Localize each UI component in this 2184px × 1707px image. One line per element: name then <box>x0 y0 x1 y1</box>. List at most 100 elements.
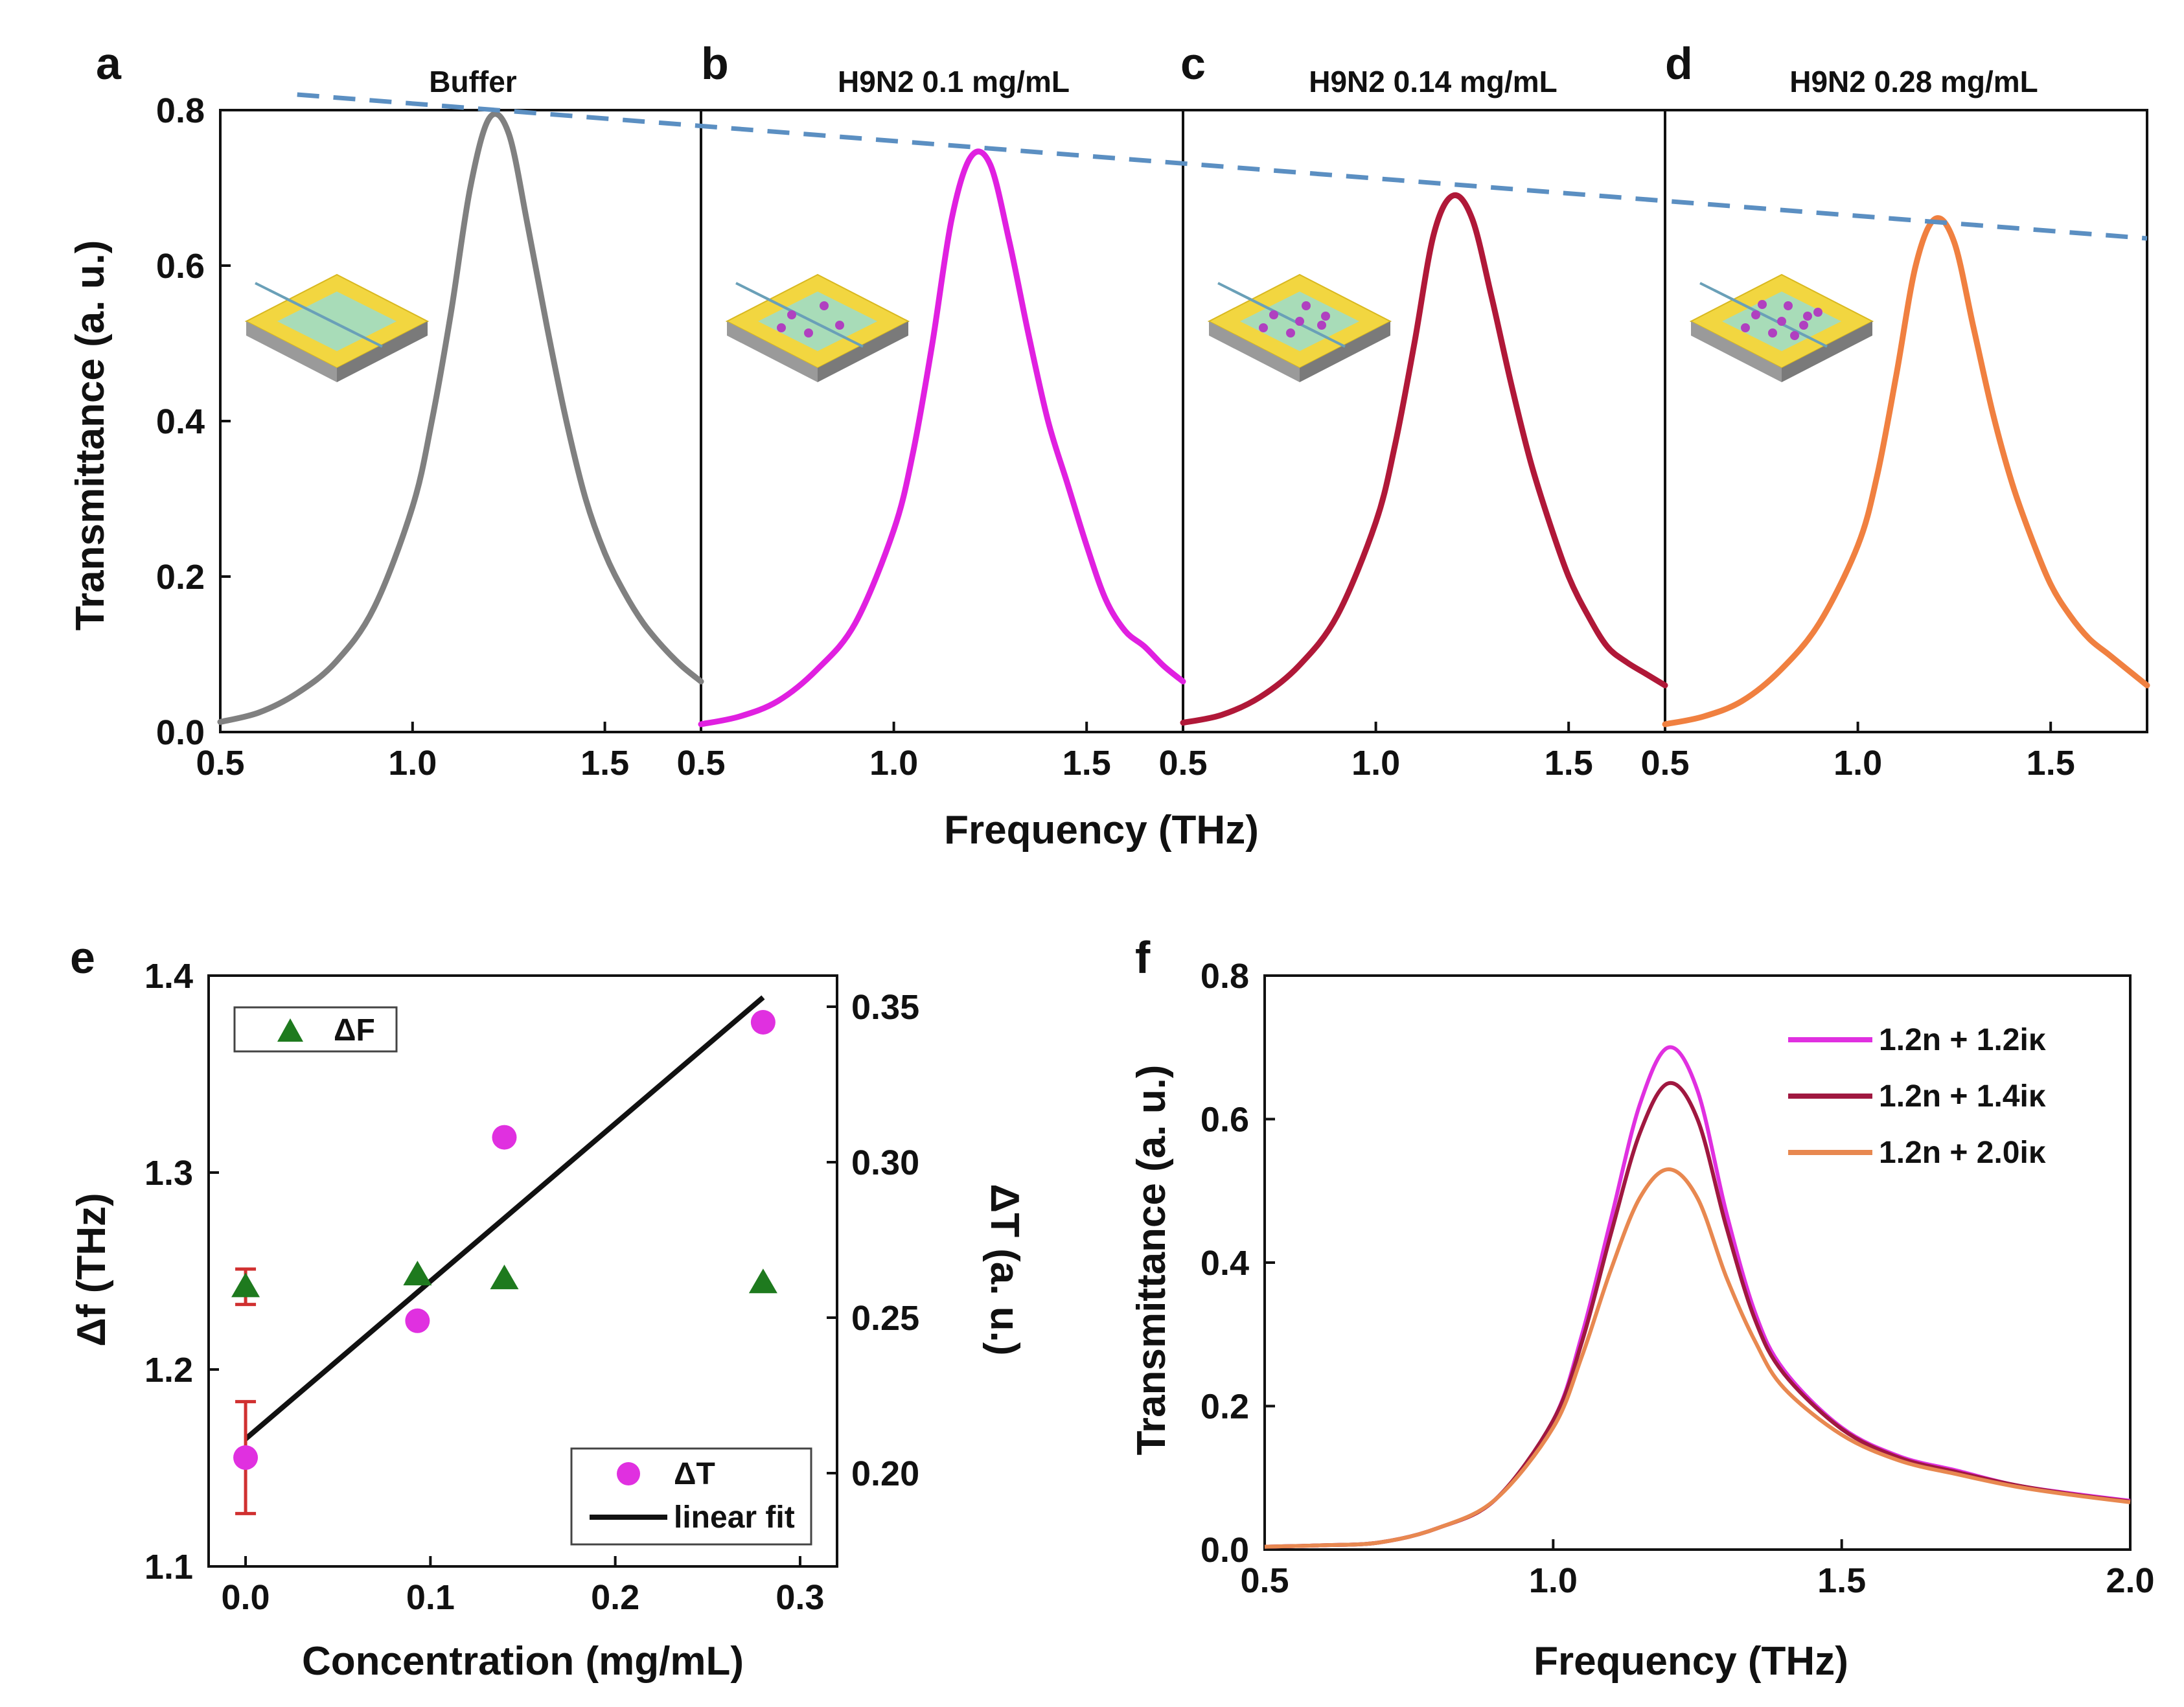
peak-trend-dashed-line <box>297 92 2148 241</box>
panel-c-title: H9N2 0.14 mg/mL <box>1309 65 1557 98</box>
panel-c-sensor-inset-virus-particle <box>1286 328 1295 338</box>
panel-d-sensor-inset-side-right <box>1782 321 1872 382</box>
panel-d-xtick-label-2: 1.5 <box>2027 744 2075 783</box>
panel-c-sensor-inset-virus-particle <box>1269 310 1278 319</box>
panel-e-right-ytick-label-1: 0.25 <box>851 1299 919 1338</box>
panel-f-ytick-label-4: 0.8 <box>1201 957 1249 996</box>
panel-a-xtick-label-0: 0.5 <box>196 744 244 783</box>
panel-e-legend-deltaF-label: ΔF <box>334 1013 375 1048</box>
panel-c-xtick-label-2: 1.5 <box>1545 744 1593 783</box>
panel-e-deltaF-point <box>490 1265 519 1290</box>
panel-e-legend-circle-marker <box>617 1462 640 1485</box>
panel-b-sensor-inset-virus-particle <box>787 310 796 319</box>
panel-a-sensor-inset-side-left <box>246 321 337 382</box>
panel-e-legend-triangle-marker <box>277 1018 303 1042</box>
panel-b-sensor-inset-virus-particle <box>777 323 786 332</box>
panel-e-deltaF-point <box>231 1272 260 1298</box>
panel-f-xtick-label-2: 1.5 <box>1817 1561 1866 1600</box>
panel-a-sensor-inset-resonator-bar <box>340 325 383 348</box>
panel-a-xtick-label-1: 1.0 <box>388 744 437 783</box>
panel-d-sensor-inset-virus-particle <box>1790 331 1799 340</box>
panel-f-legend-label-3: 1.2n + 2.0iκ <box>1879 1136 2046 1170</box>
panel-b-sensor-inset-virus-particle <box>804 328 813 338</box>
panel-a-sensor-inset-side-right <box>337 321 428 382</box>
panel-a-title: Buffer <box>429 65 517 98</box>
panel-e-y-axis-label: Δf (THz) <box>69 1193 114 1346</box>
panel-c-sensor-inset-side-left <box>1209 321 1300 382</box>
panel-f-legend-label-1: 1.2n + 1.2iκ <box>1879 1023 2046 1057</box>
panel-c-sensor-inset-virus-particle <box>1317 321 1326 330</box>
panel-f-ytick-label-2: 0.4 <box>1201 1244 1249 1283</box>
panel-d-sensor-inset-side-left <box>1691 321 1782 382</box>
panel-a-sensor-inset <box>244 273 430 382</box>
panel-c-sensor-inset-virus-particle <box>1302 301 1311 310</box>
panel-e-deltaT-point <box>405 1308 430 1333</box>
panel-e-linear-fit-line <box>244 995 765 1441</box>
panel-e-right-ytick-label-2: 0.30 <box>851 1143 919 1182</box>
panel-e-legend-top-box <box>233 1006 398 1053</box>
panel-label-f: f <box>1135 932 1151 983</box>
panel-f-xtick-label-1: 1.0 <box>1529 1561 1578 1600</box>
panel-c-sensor-inset-side-right <box>1300 321 1390 382</box>
panel-e-xtick-label-0: 0.0 <box>222 1578 270 1617</box>
panel-e-deltaT-point <box>750 1010 776 1035</box>
panel-label-d: d <box>1665 38 1693 89</box>
panel-label-e: e <box>70 932 95 983</box>
panel-a-sensor-inset-sensor-area <box>277 292 397 351</box>
panel-a-ytick-label-0: 0.0 <box>156 713 205 752</box>
panel-d-sensor-inset-virus-particle <box>1803 312 1812 321</box>
panel-e-ytick-label-3: 1.4 <box>144 957 193 996</box>
panel-b-sensor-inset <box>725 273 910 382</box>
panel-label-b: b <box>701 38 729 89</box>
panel-a-frame <box>219 109 702 733</box>
panel-d-sensor-inset-virus-particle <box>1768 328 1777 338</box>
panel-c-sensor-inset-virus-particle <box>1321 312 1330 321</box>
panel-f-xtick-label-0: 0.5 <box>1240 1561 1289 1600</box>
panel-d-xtick-label-0: 0.5 <box>1640 744 1689 783</box>
panel-e-deltaF-point <box>403 1261 432 1286</box>
top-y-axis-label: Transmittance (a. u.) <box>68 240 113 631</box>
panel-a-series-line <box>217 111 704 725</box>
panel-e-right-ytick-label-3: 0.35 <box>851 988 919 1027</box>
panel-c-sensor-inset <box>1207 273 1392 382</box>
panel-e-deltaF-point <box>748 1268 777 1294</box>
panel-e-ytick-label-2: 1.3 <box>144 1154 193 1193</box>
panel-e-deltaT-point <box>233 1445 259 1470</box>
panel-c-sensor-inset-virus-particle <box>1259 323 1268 332</box>
panel-d-sensor-inset-virus-particle <box>1799 321 1808 330</box>
panel-b-title: H9N2 0.1 mg/mL <box>838 65 1070 98</box>
top-x-axis-label: Frequency (THz) <box>944 808 1259 853</box>
panel-b-frame <box>700 109 1184 733</box>
panel-e-deltaT-point <box>492 1125 517 1150</box>
panel-e-right-y-axis-label: ΔT (a. u.) <box>982 1184 1027 1356</box>
panel-f-ytick-label-0: 0.0 <box>1201 1531 1249 1570</box>
panel-c-series-line <box>1180 192 1668 726</box>
panel-d-xtick-label-1: 1.0 <box>1833 744 1882 783</box>
panel-d-sensor-inset-virus-particle <box>1758 300 1767 309</box>
panel-b-sensor-inset-side-left <box>727 321 818 382</box>
panel-d-frame <box>1664 109 2148 733</box>
panel-f-x-axis-label: Frequency (THz) <box>1534 1639 1848 1684</box>
panel-c-sensor-inset-virus-particle <box>1295 317 1304 326</box>
panel-label-a: a <box>96 38 122 89</box>
panel-d-sensor-inset-virus-particle <box>1751 310 1760 319</box>
panel-d-sensor-inset-virus-particle <box>1784 301 1793 310</box>
panel-e-legend-fit-label: linear fit <box>674 1500 795 1535</box>
panel-d-sensor-inset <box>1689 273 1874 382</box>
panel-d-title: H9N2 0.28 mg/mL <box>1789 65 2038 98</box>
panel-e-legend-bottom-box <box>570 1447 812 1546</box>
panel-b-series-line <box>698 148 1186 727</box>
panel-f-frame <box>1263 974 2132 1551</box>
panel-b-xtick-label-1: 1.0 <box>869 744 918 783</box>
sensor-insets <box>244 273 1874 382</box>
panel-b-xtick-label-0: 0.5 <box>676 744 725 783</box>
panel-f-ytick-label-1: 0.2 <box>1201 1388 1249 1426</box>
panel-e-legend-deltaT-label: ΔT <box>674 1457 715 1491</box>
panel-b-sensor-inset-sensor-area <box>758 292 877 351</box>
panel-e-x-axis-label: Concentration (mg/mL) <box>302 1639 744 1684</box>
panel-d-sensor-inset-virus-particle <box>1777 317 1786 326</box>
panel-label-c: c <box>1180 38 1206 89</box>
panel-e-ytick-label-1: 1.2 <box>144 1351 193 1390</box>
panel-e-xtick-label-3: 0.3 <box>776 1578 824 1617</box>
panel-f-y-axis-label: Transmittance (a. u.) <box>1129 1065 1174 1456</box>
